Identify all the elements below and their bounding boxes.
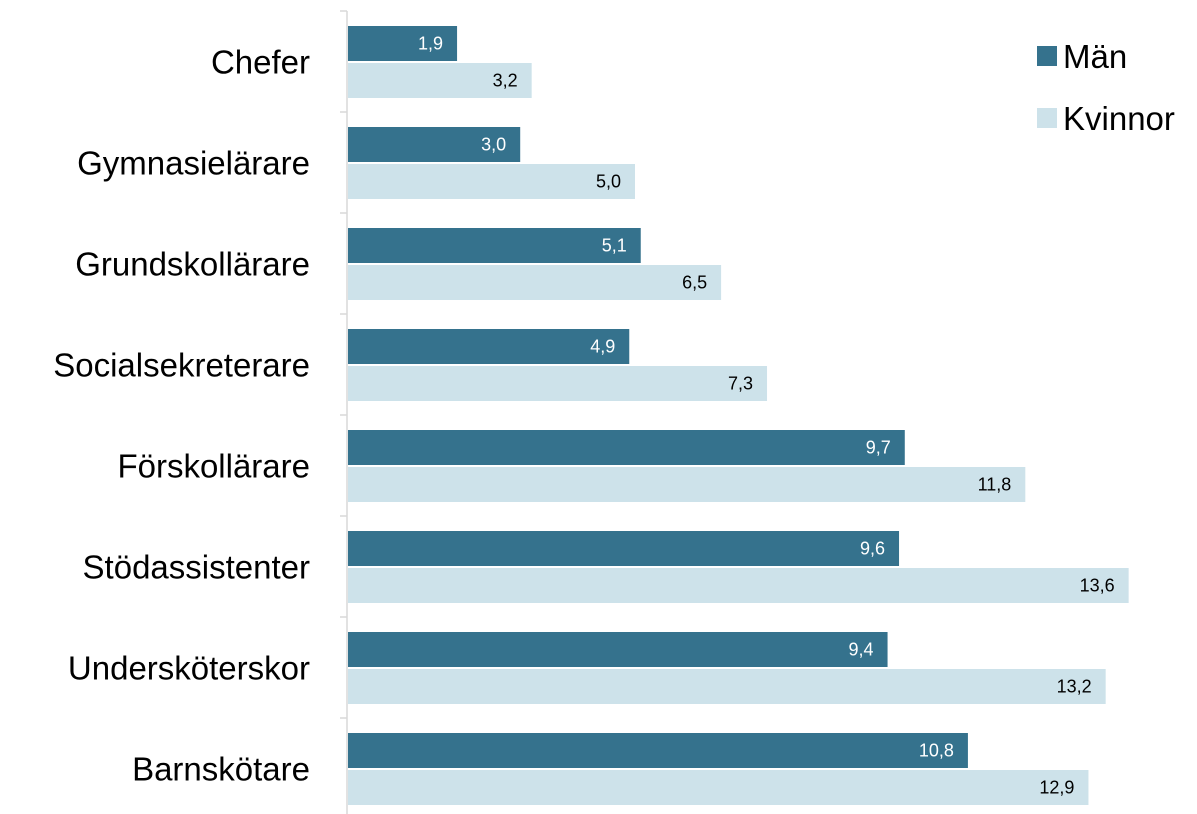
data-label: 13,6 xyxy=(1080,576,1115,596)
bar-man xyxy=(348,430,905,465)
data-label: 3,2 xyxy=(493,71,518,91)
legend-swatch xyxy=(1037,46,1057,66)
bar-kvinnor xyxy=(348,164,635,199)
data-label: 1,9 xyxy=(418,34,443,54)
category-label: Barnskötare xyxy=(132,751,310,788)
category-label: Socialsekreterare xyxy=(53,347,310,384)
bar-man xyxy=(348,531,899,566)
category-label: Gymnasielärare xyxy=(77,145,310,182)
category-axis: Chefer Gymnasielärare Grundskollärare Socia… xyxy=(53,11,347,814)
data-label: 5,0 xyxy=(596,172,621,192)
bar-kvinnor xyxy=(348,568,1129,603)
data-label: 11,8 xyxy=(978,475,1012,495)
bar-man xyxy=(348,228,641,263)
bars-layer: 1,9 3,0 5,1 4,9 9,7 9,6 9,4 10,8 3,2 5,0 6,5 7,3 11,… xyxy=(348,26,1129,805)
bar-man xyxy=(348,632,888,667)
data-label: 3,0 xyxy=(481,135,506,155)
data-label: 9,7 xyxy=(866,438,891,458)
legend-label: Män xyxy=(1063,38,1127,75)
category-label: Chefer xyxy=(211,44,310,81)
data-label: 5,1 xyxy=(602,236,627,256)
category-label: Förskollärare xyxy=(117,448,310,485)
data-label: 7,3 xyxy=(728,374,753,394)
legend: Män Kvinnor xyxy=(1037,38,1175,137)
data-label: 9,6 xyxy=(860,539,885,559)
category-label: Grundskollärare xyxy=(75,246,310,283)
data-label: 4,9 xyxy=(590,337,615,357)
category-label: Undersköterskor xyxy=(68,650,310,687)
bar-kvinnor xyxy=(348,669,1106,704)
legend-swatch xyxy=(1037,108,1057,128)
category-label: Stödassistenter xyxy=(83,549,310,586)
bar-kvinnor xyxy=(348,770,1088,805)
bar-man xyxy=(348,733,968,768)
data-label: 10,8 xyxy=(919,741,954,761)
data-label: 6,5 xyxy=(682,273,707,293)
bar-man xyxy=(348,329,629,364)
bar-kvinnor xyxy=(348,265,721,300)
bar-kvinnor xyxy=(348,467,1025,502)
data-label: 9,4 xyxy=(849,640,874,660)
bar-kvinnor xyxy=(348,366,767,401)
data-label: 13,2 xyxy=(1057,677,1092,697)
legend-label: Kvinnor xyxy=(1063,100,1175,137)
data-label: 12,9 xyxy=(1039,778,1074,798)
